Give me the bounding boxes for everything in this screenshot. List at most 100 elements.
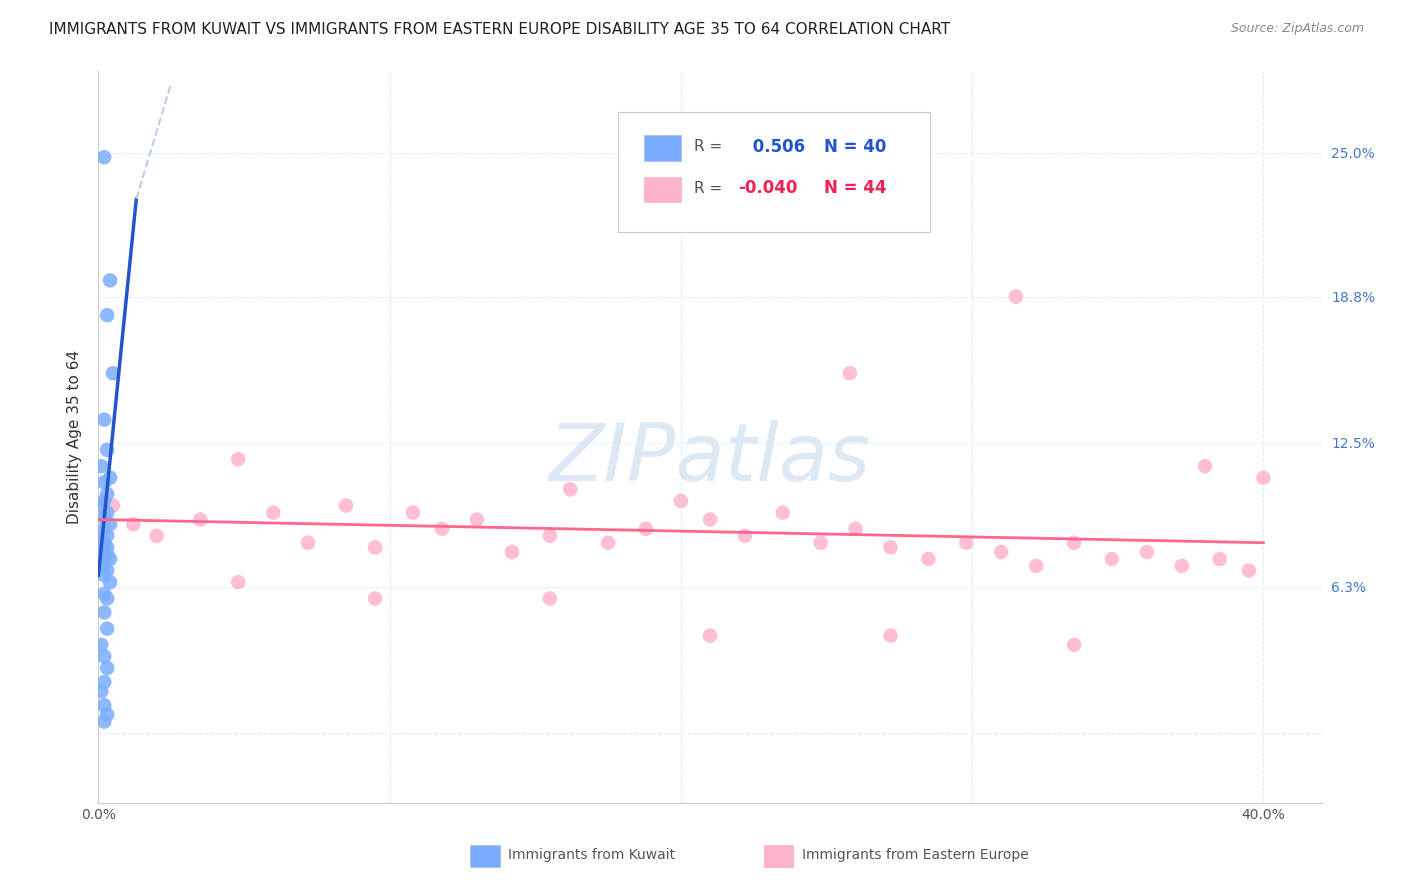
Point bbox=[93, 510, 115, 524]
Point bbox=[990, 545, 1012, 559]
Point bbox=[879, 541, 901, 555]
Point bbox=[560, 483, 582, 497]
Point bbox=[364, 541, 387, 555]
Text: Immigrants from Kuwait: Immigrants from Kuwait bbox=[508, 848, 675, 863]
Point bbox=[226, 575, 249, 590]
Point bbox=[699, 512, 721, 526]
Point bbox=[98, 471, 121, 485]
Point bbox=[96, 506, 118, 520]
Point bbox=[1063, 638, 1085, 652]
Point bbox=[96, 564, 118, 578]
Point bbox=[226, 452, 249, 467]
Point bbox=[1253, 471, 1275, 485]
Point bbox=[93, 675, 115, 690]
Point bbox=[93, 568, 115, 582]
Text: Source: ZipAtlas.com: Source: ZipAtlas.com bbox=[1230, 22, 1364, 36]
Point bbox=[101, 366, 124, 380]
FancyBboxPatch shape bbox=[619, 112, 931, 232]
FancyBboxPatch shape bbox=[763, 846, 793, 867]
Point bbox=[93, 606, 115, 620]
Point bbox=[772, 506, 794, 520]
Point bbox=[96, 529, 118, 543]
FancyBboxPatch shape bbox=[644, 177, 681, 202]
Point bbox=[1025, 558, 1047, 573]
Point bbox=[1237, 564, 1260, 578]
Y-axis label: Disability Age 35 to 64: Disability Age 35 to 64 bbox=[67, 350, 83, 524]
Point bbox=[93, 412, 115, 426]
Point bbox=[93, 649, 115, 664]
Point bbox=[1194, 459, 1216, 474]
Point bbox=[90, 638, 112, 652]
Point bbox=[188, 512, 212, 526]
Point bbox=[402, 506, 425, 520]
Point bbox=[122, 517, 145, 532]
Point bbox=[93, 494, 115, 508]
Point bbox=[734, 529, 756, 543]
Point bbox=[93, 698, 115, 713]
Text: R =: R = bbox=[695, 181, 723, 196]
Point bbox=[90, 533, 112, 548]
FancyBboxPatch shape bbox=[470, 846, 499, 867]
Point bbox=[96, 707, 118, 722]
Point bbox=[93, 714, 115, 729]
Point bbox=[90, 499, 112, 513]
Point bbox=[1063, 535, 1085, 549]
Point bbox=[96, 541, 118, 555]
Point bbox=[90, 558, 112, 573]
Point bbox=[810, 535, 832, 549]
Point bbox=[538, 529, 561, 543]
Point bbox=[96, 308, 118, 322]
Point bbox=[96, 442, 118, 457]
Point bbox=[335, 499, 357, 513]
Point bbox=[297, 535, 319, 549]
Point bbox=[101, 499, 124, 513]
Point bbox=[96, 487, 118, 501]
Point bbox=[93, 587, 115, 601]
Point bbox=[93, 522, 115, 536]
Point bbox=[1208, 552, 1232, 566]
Point bbox=[917, 552, 939, 566]
Point bbox=[96, 661, 118, 675]
Point bbox=[1004, 290, 1026, 304]
Point bbox=[955, 535, 977, 549]
Point bbox=[96, 622, 118, 636]
Point bbox=[430, 522, 453, 536]
Point bbox=[98, 575, 121, 590]
Text: 0.506: 0.506 bbox=[747, 137, 804, 156]
Point bbox=[96, 547, 118, 561]
Text: -0.040: -0.040 bbox=[738, 179, 797, 197]
Point bbox=[93, 150, 115, 164]
Text: Immigrants from Eastern Europe: Immigrants from Eastern Europe bbox=[801, 848, 1029, 863]
Point bbox=[838, 366, 860, 380]
Point bbox=[96, 591, 118, 606]
Point bbox=[501, 545, 523, 559]
Point bbox=[93, 557, 115, 571]
Point bbox=[879, 629, 901, 643]
Point bbox=[634, 522, 657, 536]
Point bbox=[845, 522, 868, 536]
Point bbox=[1171, 558, 1194, 573]
Point bbox=[669, 494, 692, 508]
Point bbox=[465, 512, 488, 526]
Point bbox=[90, 459, 112, 474]
Point bbox=[145, 529, 167, 543]
Point bbox=[538, 591, 561, 606]
Point bbox=[364, 591, 387, 606]
Point bbox=[262, 506, 284, 520]
Point bbox=[596, 535, 619, 549]
Text: IMMIGRANTS FROM KUWAIT VS IMMIGRANTS FROM EASTERN EUROPE DISABILITY AGE 35 TO 64: IMMIGRANTS FROM KUWAIT VS IMMIGRANTS FRO… bbox=[49, 22, 950, 37]
Point bbox=[93, 535, 115, 549]
Point bbox=[98, 552, 121, 566]
Point bbox=[1136, 545, 1159, 559]
Point bbox=[93, 545, 115, 559]
Text: N = 44: N = 44 bbox=[824, 179, 886, 197]
Point bbox=[699, 629, 721, 643]
Text: R =: R = bbox=[695, 139, 723, 154]
FancyBboxPatch shape bbox=[644, 135, 681, 161]
Text: N = 40: N = 40 bbox=[824, 137, 886, 156]
Text: ZIPatlas: ZIPatlas bbox=[548, 420, 872, 498]
Point bbox=[93, 475, 115, 490]
Point bbox=[98, 273, 121, 287]
Point bbox=[1101, 552, 1123, 566]
Point bbox=[98, 517, 121, 532]
